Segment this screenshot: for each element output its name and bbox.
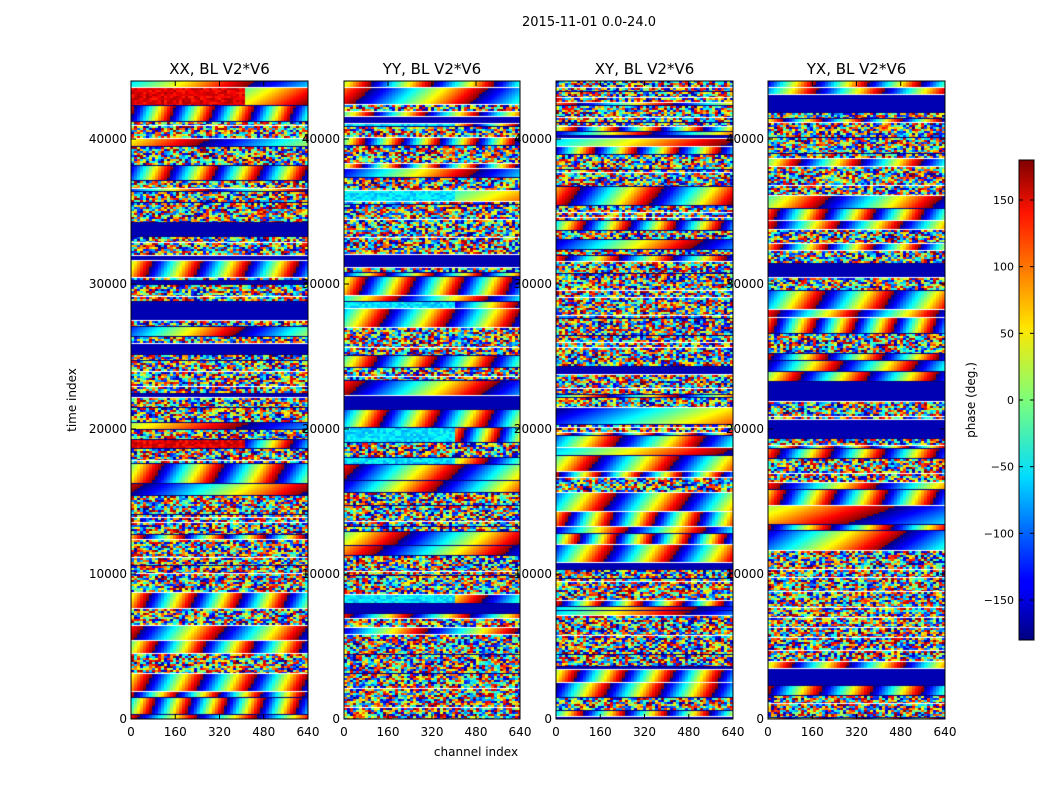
panel-title: YY, BL V2*V6 <box>382 60 481 78</box>
y-tick-label: 10000 <box>514 567 552 581</box>
x-tick-label: 160 <box>801 725 824 739</box>
panel-title: XY, BL V2*V6 <box>595 60 695 78</box>
y-tick-label: 0 <box>544 712 552 726</box>
panel-heatmap: 0 160 320 480 640 0 10000 20000 30000 40000 <box>302 80 532 739</box>
x-tick-label: 0 <box>764 725 772 739</box>
phase-image <box>768 81 945 719</box>
y-tick-label: 10000 <box>302 567 340 581</box>
y-tick-label: 10000 <box>726 567 764 581</box>
colorbar-tick-label: −50 <box>991 461 1014 474</box>
x-tick-label: 0 <box>340 725 348 739</box>
x-tick-label: 320 <box>845 725 868 739</box>
panel-heatmap: 0 160 320 480 640 0 10000 20000 30000 40000 <box>514 80 745 739</box>
phase-canvas <box>768 81 945 719</box>
figure-suptitle: 2015-11-01 0.0-24.0 <box>522 15 656 30</box>
y-axis-label: time index <box>65 368 79 432</box>
y-tick-label: 30000 <box>302 277 340 291</box>
y-tick-label: 30000 <box>89 277 127 291</box>
panel-title: YX, BL V2*V6 <box>806 60 907 78</box>
phase-canvas <box>131 81 308 719</box>
x-tick-label: 320 <box>421 725 444 739</box>
y-tick-label: 40000 <box>302 132 340 146</box>
panel-heatmap: 0 160 320 480 640 0 10000 20000 30000 40000 <box>89 80 320 739</box>
x-tick-label: 480 <box>677 725 700 739</box>
colorbar-label: phase (deg.) <box>964 362 978 438</box>
y-tick-label: 20000 <box>726 422 764 436</box>
phase-image <box>131 81 308 719</box>
y-tick-label: 20000 <box>302 422 340 436</box>
y-tick-label: 40000 <box>726 132 764 146</box>
x-tick-label: 320 <box>208 725 231 739</box>
y-tick-label: 30000 <box>726 277 764 291</box>
y-tick-label: 20000 <box>89 422 127 436</box>
x-tick-label: 640 <box>934 725 957 739</box>
colorbar-tick-label: 0 <box>1007 394 1014 407</box>
y-tick-label: 0 <box>332 712 340 726</box>
panel-title: XX, BL V2*V6 <box>169 60 270 78</box>
x-tick-label: 160 <box>164 725 187 739</box>
colorbar-tick-label: −100 <box>984 527 1014 540</box>
phase-image <box>556 81 733 719</box>
phase-canvas <box>344 81 520 719</box>
x-tick-label: 480 <box>252 725 275 739</box>
x-tick-label: 160 <box>589 725 612 739</box>
y-tick-label: 10000 <box>89 567 127 581</box>
y-tick-label: 40000 <box>514 132 552 146</box>
x-tick-label: 0 <box>552 725 560 739</box>
colorbar-tick-label: 50 <box>1000 327 1014 340</box>
colorbar-tick-label: 100 <box>993 261 1014 274</box>
phase-image <box>344 81 520 719</box>
x-tick-label: 0 <box>127 725 135 739</box>
panel-heatmap: 0 160 320 480 640 0 10000 20000 30000 40000 <box>726 80 957 739</box>
x-tick-label: 640 <box>297 725 320 739</box>
x-tick-label: 160 <box>377 725 400 739</box>
x-tick-label: 320 <box>633 725 656 739</box>
x-tick-label: 480 <box>465 725 488 739</box>
panel-xx: XX, BL V2*V6 0 160 320 480 640 0 10000 20000 300… <box>89 60 320 739</box>
phase-canvas <box>556 81 733 719</box>
y-tick-label: 0 <box>119 712 127 726</box>
x-axis-label: channel index <box>434 745 518 759</box>
y-tick-label: 20000 <box>514 422 552 436</box>
panel-yx: YX, BL V2*V6 0 160 320 480 640 0 10000 20000 300… <box>726 60 957 739</box>
colorbar-ticks: 150 100 50 0 −50 −100 −150 <box>984 194 1034 607</box>
y-tick-label: 30000 <box>514 277 552 291</box>
panel-yy: YY, BL V2*V6 0 160 320 480 640 0 10000 20000 300… <box>302 60 532 739</box>
x-tick-label: 480 <box>889 725 912 739</box>
x-tick-label: 640 <box>509 725 532 739</box>
x-tick-label: 640 <box>722 725 745 739</box>
colorbar-tick-label: −150 <box>984 594 1014 607</box>
colorbar-tick-label: 150 <box>993 194 1014 207</box>
colorbar: phase (deg.) 150 100 50 0 −50 −100 −150 <box>964 159 1035 641</box>
panel-xy: XY, BL V2*V6 0 160 320 480 640 0 10000 20000 300… <box>514 60 745 739</box>
y-tick-label: 0 <box>756 712 764 726</box>
y-tick-label: 40000 <box>89 132 127 146</box>
